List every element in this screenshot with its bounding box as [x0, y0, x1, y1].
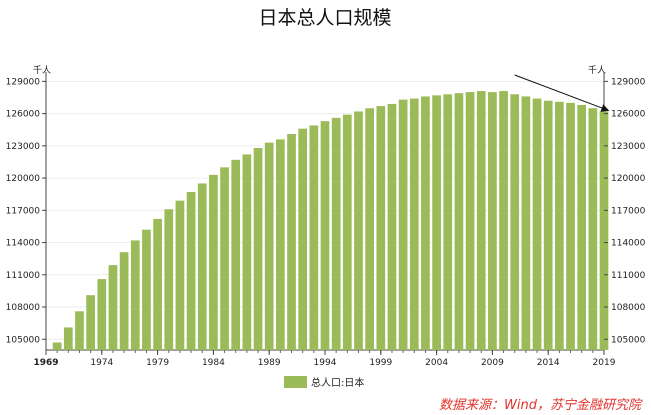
bar: [443, 94, 453, 351]
y-tick-label-left: 129000: [6, 77, 41, 87]
x-tick-label: 1974: [90, 358, 113, 368]
bar: [197, 183, 207, 350]
bar: [320, 121, 330, 350]
x-axis-ticks: 1969 1974 1979 1984 1989 1994 1999 2004 2009 2014…: [33, 350, 616, 368]
bar: [75, 311, 84, 350]
bar: [209, 174, 218, 350]
bar: [264, 142, 274, 350]
bar: [510, 94, 520, 351]
y-tick-label-right: 114000: [611, 239, 646, 249]
bar: [588, 108, 598, 350]
x-tick-label: 2019: [593, 358, 616, 368]
y-tick-label-right: 126000: [611, 110, 646, 120]
bar: [63, 327, 73, 350]
bar: [52, 342, 62, 350]
x-tick-label: 1984: [202, 358, 225, 368]
bar: [421, 96, 430, 351]
bar: [499, 91, 508, 350]
trend-arrow: [514, 74, 610, 112]
bar: [276, 139, 285, 350]
y-tick-label-left: 120000: [6, 174, 41, 184]
bar-series: [52, 91, 609, 351]
bar: [175, 200, 185, 350]
source-note: 数据来源：Wind，苏宁金融研究院: [439, 397, 643, 413]
bar: [543, 100, 553, 351]
legend: 总人口:日本: [284, 376, 364, 389]
legend-swatch: [284, 376, 307, 388]
y-tick-label-left: 123000: [6, 142, 41, 152]
bar: [142, 229, 151, 350]
bar: [86, 295, 95, 350]
x-tick-label: 2004: [425, 358, 448, 368]
bar: [97, 279, 107, 350]
bar: [242, 154, 252, 350]
y-tick-label-left: 111000: [6, 271, 41, 281]
bar: [465, 92, 475, 350]
bar: [432, 95, 441, 350]
bar: [521, 96, 531, 351]
bar: [331, 117, 341, 350]
y-tick-label-right: 123000: [611, 142, 646, 152]
bar: [186, 192, 196, 350]
x-tick-label: 1999: [369, 358, 392, 368]
bar: [342, 114, 352, 351]
bar: [287, 134, 296, 350]
right-axis-unit: 千人: [588, 65, 606, 76]
y-tick-label-right: 111000: [611, 271, 646, 281]
bar: [387, 103, 397, 350]
trend-arrow-line: [514, 74, 610, 112]
legend-label: 总人口:日本: [311, 376, 364, 389]
chart-title: 日本总人口规模: [258, 7, 391, 29]
bar: [220, 167, 229, 350]
bar: [354, 111, 363, 350]
x-tick-label: 1969: [33, 358, 58, 368]
x-tick-label: 2009: [481, 358, 504, 368]
x-tick-label: 1979: [146, 358, 169, 368]
y-axis-ticks: 105000 105000 108000 108000 111000 111000 1140…: [6, 77, 646, 345]
bar: [476, 91, 486, 350]
bar: [409, 98, 419, 351]
bar: [376, 106, 386, 350]
y-tick-label-left: 108000: [6, 303, 41, 313]
bar: [231, 159, 241, 350]
y-tick-label-right: 117000: [611, 206, 646, 216]
bar: [309, 125, 319, 350]
bar: [577, 105, 587, 350]
y-tick-label-left: 114000: [6, 239, 41, 249]
bar: [566, 102, 575, 350]
bar: [555, 101, 564, 350]
bar: [130, 240, 140, 350]
left-axis-unit: 千人: [33, 65, 51, 76]
x-tick-label: 1994: [314, 358, 337, 368]
bar: [599, 111, 609, 350]
y-tick-label-right: 120000: [611, 174, 646, 184]
bar: [253, 147, 263, 350]
bar: [164, 209, 174, 350]
bar: [108, 265, 118, 350]
y-tick-label-left: 117000: [6, 206, 41, 216]
bar: [153, 218, 162, 350]
bar: [488, 92, 497, 350]
y-tick-label-right: 105000: [611, 335, 646, 345]
y-tick-label-right: 129000: [611, 77, 646, 87]
x-tick-label: 2014: [537, 358, 560, 368]
bar: [119, 252, 129, 350]
bar: [532, 98, 542, 351]
x-tick-label: 1989: [258, 358, 281, 368]
y-tick-label-left: 105000: [6, 335, 41, 345]
bar: [365, 108, 374, 350]
bar: [454, 93, 464, 351]
y-tick-label-right: 108000: [611, 303, 646, 313]
y-tick-label-left: 126000: [6, 110, 41, 120]
bar: [298, 128, 308, 350]
bar: [398, 99, 408, 350]
